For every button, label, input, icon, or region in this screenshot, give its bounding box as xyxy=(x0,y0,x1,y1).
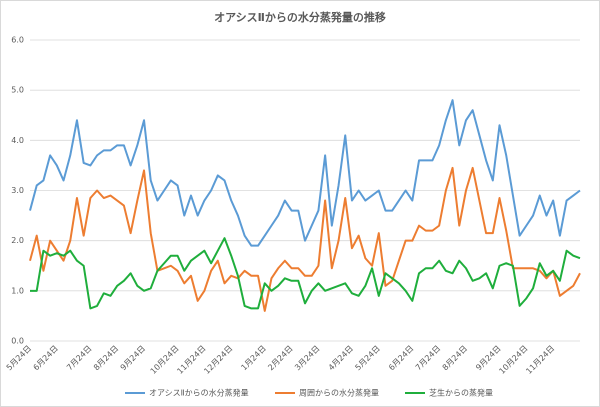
series-line xyxy=(29,166,581,312)
y-tick-label: 0.0 xyxy=(11,337,24,346)
legend-label: 芝生からの蒸発量 xyxy=(429,388,493,398)
y-tick-label: 2.0 xyxy=(11,236,24,245)
y-tick-label: 6.0 xyxy=(11,36,24,45)
y-tick-label: 4.0 xyxy=(11,136,24,145)
y-tick-label: 3.0 xyxy=(11,186,24,195)
chart-title: オアシスⅡからの水分蒸発量の推移 xyxy=(214,10,386,24)
series-line xyxy=(30,237,581,310)
legend-label: 周囲からの水分蒸発量 xyxy=(299,388,379,398)
legend-label: オアシスⅡからの水分蒸発量 xyxy=(149,388,249,398)
y-tick-label: 1.0 xyxy=(11,286,24,295)
series-line xyxy=(29,99,581,247)
y-tick-label: 5.0 xyxy=(11,86,24,95)
